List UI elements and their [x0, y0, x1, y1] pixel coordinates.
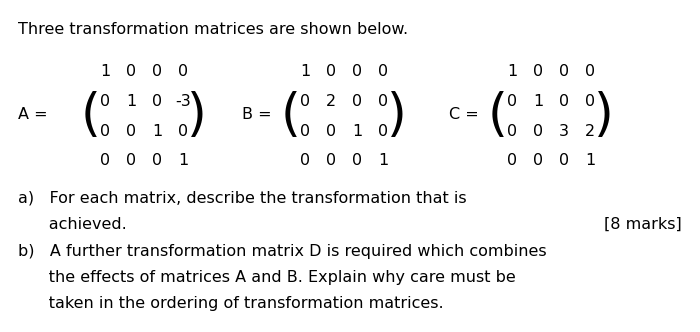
Text: 0: 0 — [352, 153, 362, 168]
Text: 1: 1 — [152, 124, 162, 138]
Text: achieved.: achieved. — [18, 217, 127, 232]
Text: 0: 0 — [178, 124, 188, 138]
Text: 0: 0 — [585, 94, 595, 109]
Text: 0: 0 — [300, 124, 310, 138]
Text: 0: 0 — [300, 153, 310, 168]
Text: 1: 1 — [100, 64, 110, 79]
Text: 0: 0 — [533, 124, 543, 138]
Text: the effects of matrices A and B. Explain why care must be: the effects of matrices A and B. Explain… — [18, 270, 516, 285]
Text: 0: 0 — [326, 64, 336, 79]
Text: a)   For each matrix, describe the transformation that is: a) For each matrix, describe the transfo… — [18, 190, 467, 205]
Text: 0: 0 — [352, 94, 362, 109]
Text: 1: 1 — [533, 94, 543, 109]
Text: 0: 0 — [559, 64, 569, 79]
Text: 0: 0 — [533, 64, 543, 79]
Text: 1: 1 — [178, 153, 188, 168]
Text: 0: 0 — [326, 153, 336, 168]
Text: 2: 2 — [585, 124, 595, 138]
Text: ): ) — [594, 91, 614, 141]
Text: 0: 0 — [533, 153, 543, 168]
Text: 0: 0 — [100, 124, 110, 138]
Text: 0: 0 — [378, 124, 388, 138]
Text: 1: 1 — [352, 124, 362, 138]
Text: b)   A further transformation matrix D is required which combines: b) A further transformation matrix D is … — [18, 244, 547, 259]
Text: ): ) — [188, 91, 207, 141]
Text: 0: 0 — [507, 124, 517, 138]
Text: 0: 0 — [378, 94, 388, 109]
Text: 0: 0 — [100, 94, 110, 109]
Text: 1: 1 — [584, 153, 595, 168]
Text: 0: 0 — [507, 153, 517, 168]
Text: -3: -3 — [175, 94, 191, 109]
Text: 1: 1 — [126, 94, 136, 109]
Text: 0: 0 — [507, 94, 517, 109]
Text: 3: 3 — [559, 124, 569, 138]
Text: 0: 0 — [126, 153, 136, 168]
Text: (: ( — [80, 91, 101, 141]
Text: 0: 0 — [326, 124, 336, 138]
Text: A =: A = — [18, 107, 48, 122]
Text: 1: 1 — [300, 64, 310, 79]
Text: 0: 0 — [378, 64, 388, 79]
Text: ): ) — [387, 91, 407, 141]
Text: [8 marks]: [8 marks] — [604, 217, 682, 232]
Text: 0: 0 — [585, 64, 595, 79]
Text: 0: 0 — [126, 64, 136, 79]
Text: 0: 0 — [178, 64, 188, 79]
Text: 0: 0 — [152, 94, 162, 109]
Text: 0: 0 — [100, 153, 110, 168]
Text: C =: C = — [449, 107, 479, 122]
Text: 1: 1 — [507, 64, 517, 79]
Text: 0: 0 — [152, 153, 162, 168]
Text: 0: 0 — [126, 124, 136, 138]
Text: 0: 0 — [152, 64, 162, 79]
Text: B =: B = — [242, 107, 272, 122]
Text: 0: 0 — [559, 153, 569, 168]
Text: 0: 0 — [300, 94, 310, 109]
Text: taken in the ordering of transformation matrices.: taken in the ordering of transformation … — [18, 296, 444, 311]
Text: 2: 2 — [326, 94, 336, 109]
Text: (: ( — [281, 91, 300, 141]
Text: 0: 0 — [559, 94, 569, 109]
Text: 0: 0 — [352, 64, 362, 79]
Text: (: ( — [488, 91, 508, 141]
Text: 1: 1 — [378, 153, 388, 168]
Text: Three transformation matrices are shown below.: Three transformation matrices are shown … — [18, 22, 408, 37]
